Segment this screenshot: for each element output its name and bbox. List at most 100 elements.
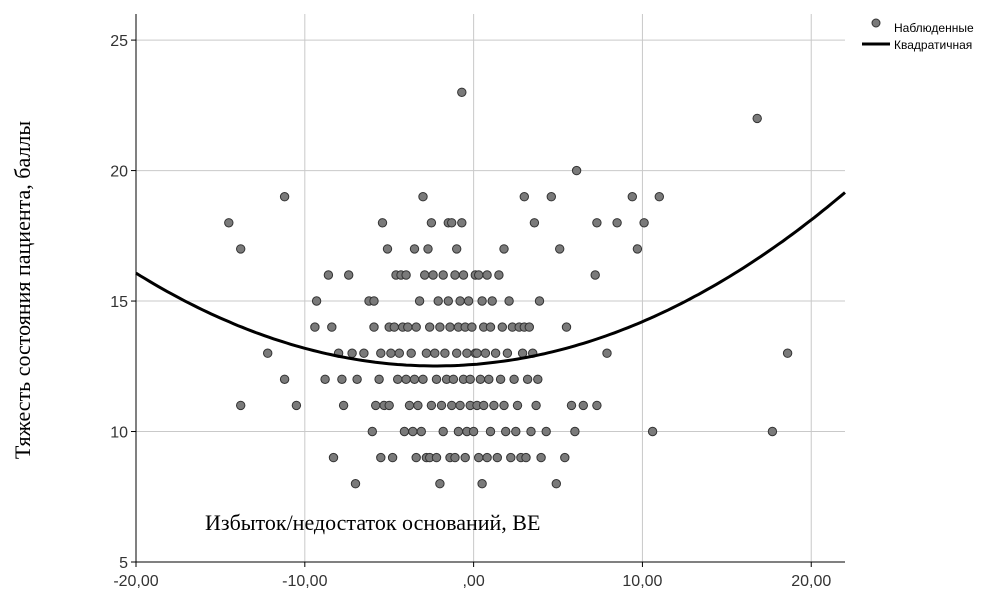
x-axis-ticks: -20,00 -10,00 ,00 10,00 20,00 — [113, 562, 831, 590]
data-point — [455, 400, 465, 411]
x-tick-label: 10,00 — [622, 573, 662, 590]
data-point — [452, 348, 462, 358]
data-point — [551, 479, 561, 489]
data-point — [425, 322, 435, 332]
data-point — [413, 400, 423, 411]
data-point — [399, 426, 410, 437]
data-point — [465, 374, 475, 384]
y-axis-title: Тяжесть состояния пациента, баллы — [10, 121, 35, 460]
data-point — [475, 374, 486, 384]
data-point — [420, 270, 430, 280]
data-point — [430, 348, 440, 358]
data-point — [457, 87, 467, 98]
data-point — [482, 270, 492, 280]
x-axis-title: Избыток/недостаток оснований, BE — [205, 510, 540, 535]
data-point — [521, 452, 531, 463]
data-point — [494, 270, 504, 280]
data-point — [578, 400, 588, 411]
data-point — [409, 374, 420, 384]
data-point — [409, 244, 420, 254]
data-point — [632, 244, 643, 254]
data-point — [414, 296, 425, 306]
x-tick-label: 20,00 — [791, 573, 831, 590]
data-point — [327, 322, 337, 332]
data-point — [484, 374, 494, 384]
data-point — [570, 426, 580, 437]
data-point — [529, 218, 540, 228]
data-point — [482, 452, 492, 463]
data-point — [526, 426, 536, 437]
data-point — [511, 426, 521, 437]
data-point — [487, 296, 497, 306]
data-point — [435, 479, 445, 489]
data-point — [423, 244, 433, 254]
data-point — [782, 348, 793, 358]
data-point — [445, 322, 455, 332]
data-point — [263, 348, 273, 358]
data-point — [376, 348, 386, 358]
data-point — [506, 452, 516, 463]
data-point — [374, 374, 384, 384]
data-point — [592, 218, 602, 228]
data-point — [590, 270, 600, 280]
data-point — [560, 452, 570, 463]
quadratic-fit-curve — [135, 191, 846, 368]
data-point — [767, 426, 778, 437]
x-tick-label: ,00 — [462, 573, 484, 590]
data-point — [489, 400, 499, 411]
data-point — [512, 400, 523, 411]
data-point — [403, 322, 413, 332]
data-point — [501, 426, 511, 437]
data-point — [474, 452, 484, 463]
data-point — [338, 400, 349, 411]
data-point — [555, 244, 565, 254]
data-point — [431, 374, 442, 384]
data-point — [347, 348, 357, 358]
data-point — [457, 218, 467, 228]
y-tick-label: 15 — [110, 294, 128, 311]
data-point — [447, 400, 457, 411]
data-point — [541, 426, 551, 437]
data-point — [546, 192, 556, 202]
data-point — [499, 244, 509, 254]
data-point — [431, 452, 442, 463]
data-point — [458, 270, 469, 280]
data-point — [376, 452, 386, 463]
observed-points — [224, 87, 793, 489]
data-point — [369, 322, 379, 332]
y-tick-label: 25 — [110, 33, 128, 50]
data-point — [495, 374, 506, 384]
data-point — [450, 452, 460, 463]
data-point — [394, 348, 404, 358]
data-point — [224, 218, 234, 228]
data-point — [502, 348, 513, 358]
data-point — [311, 296, 322, 306]
data-point — [352, 374, 362, 384]
data-point — [571, 165, 582, 176]
legend-label-quadratic: Квадратичная — [894, 38, 972, 52]
data-point — [533, 374, 543, 384]
data-point — [752, 113, 762, 124]
data-point — [509, 374, 519, 384]
data-point — [344, 270, 354, 280]
data-point — [479, 400, 489, 411]
data-point — [426, 400, 437, 411]
data-point — [654, 192, 664, 202]
data-point — [411, 452, 421, 463]
data-point — [455, 296, 465, 306]
data-point — [468, 426, 479, 437]
x-tick-label: -10,00 — [282, 573, 327, 590]
data-point — [524, 322, 534, 332]
data-point — [418, 192, 428, 202]
data-point — [477, 296, 487, 306]
data-point — [536, 452, 546, 463]
data-point — [279, 192, 290, 202]
data-point — [474, 270, 484, 280]
data-point — [522, 374, 533, 384]
data-point — [452, 244, 462, 254]
data-point — [350, 479, 361, 489]
data-point — [612, 218, 622, 228]
y-axis-ticks: 5 10 15 20 25 — [110, 33, 136, 572]
data-point — [531, 400, 541, 411]
data-point — [406, 348, 416, 358]
